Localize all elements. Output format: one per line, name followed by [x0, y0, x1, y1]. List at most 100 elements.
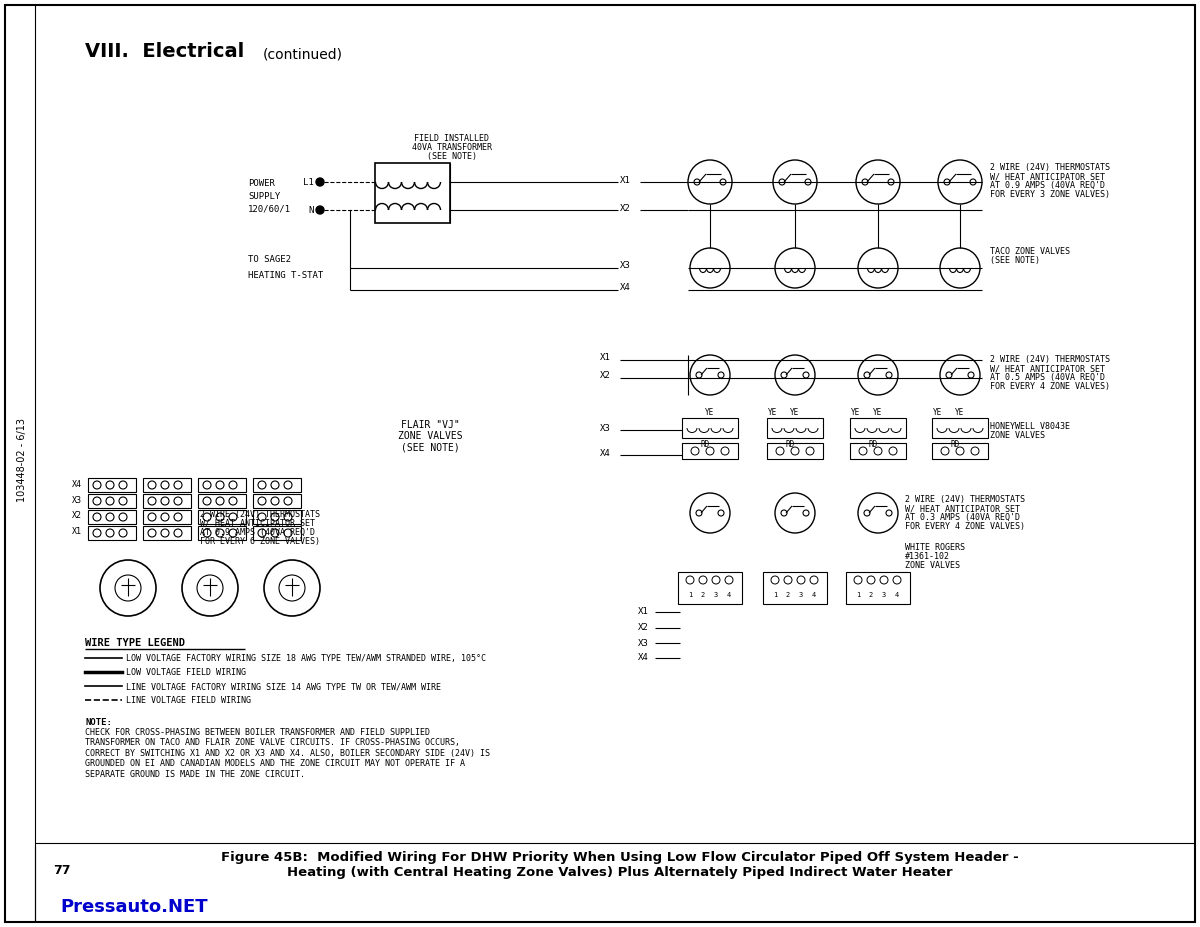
Text: TO SAGE2: TO SAGE2 [248, 256, 292, 264]
Bar [374, 163, 450, 223]
Text: W/ HEAT ANTICIPATOR SET: W/ HEAT ANTICIPATOR SET [990, 364, 1105, 373]
Circle shape [858, 248, 898, 288]
Text: HONEYWELL V8043E: HONEYWELL V8043E [990, 422, 1070, 431]
Circle shape [182, 560, 238, 616]
Text: YE: YE [791, 408, 799, 417]
Text: FOR EVERY 4 ZONE VALVES): FOR EVERY 4 ZONE VALVES) [990, 382, 1110, 391]
Text: HEATING T-STAT: HEATING T-STAT [248, 271, 323, 280]
Circle shape [946, 372, 952, 378]
Bar [682, 443, 738, 459]
Text: FOR EVERY 3 ZONE VALVES): FOR EVERY 3 ZONE VALVES) [990, 190, 1110, 199]
Circle shape [284, 529, 292, 537]
Circle shape [784, 576, 792, 584]
Circle shape [803, 372, 809, 378]
Text: 4: 4 [895, 592, 899, 598]
Circle shape [203, 513, 211, 521]
Circle shape [791, 447, 799, 455]
Text: (SEE NOTE): (SEE NOTE) [401, 442, 460, 452]
Bar [143, 494, 191, 508]
Text: X1: X1 [638, 607, 649, 616]
Circle shape [203, 481, 211, 489]
Circle shape [970, 179, 976, 185]
Circle shape [94, 497, 101, 505]
Circle shape [880, 576, 888, 584]
Circle shape [691, 447, 698, 455]
Text: AT 0.9 AMPS (40VA REQ'D: AT 0.9 AMPS (40VA REQ'D [200, 528, 314, 537]
Text: SUPPLY: SUPPLY [248, 192, 281, 200]
Circle shape [779, 179, 785, 185]
Text: X2: X2 [600, 371, 611, 379]
Circle shape [874, 447, 882, 455]
Text: LOW VOLTAGE FIELD WIRING: LOW VOLTAGE FIELD WIRING [126, 668, 246, 677]
Text: YE: YE [934, 408, 943, 417]
Circle shape [940, 355, 980, 395]
Text: FOR EVERY 6 ZONE VALVES): FOR EVERY 6 ZONE VALVES) [200, 537, 320, 546]
Circle shape [775, 248, 815, 288]
Bar [846, 572, 910, 604]
Text: W/ HEAT ANTICIPATOR SET: W/ HEAT ANTICIPATOR SET [990, 172, 1105, 181]
Circle shape [776, 447, 784, 455]
Bar [932, 418, 988, 438]
Text: ZONE VALVES: ZONE VALVES [905, 561, 960, 570]
Circle shape [956, 447, 964, 455]
Circle shape [773, 160, 817, 204]
Text: 2: 2 [786, 592, 790, 598]
Text: X4: X4 [620, 284, 631, 293]
Bar [253, 510, 301, 524]
Text: W/ HEAT ANTICIPATOR SET: W/ HEAT ANTICIPATOR SET [200, 519, 314, 528]
Circle shape [720, 179, 726, 185]
Text: RD: RD [785, 440, 794, 449]
Bar [143, 526, 191, 540]
Text: 2: 2 [869, 592, 874, 598]
Circle shape [806, 447, 814, 455]
Text: 120/60/1: 120/60/1 [248, 205, 292, 213]
Circle shape [725, 576, 733, 584]
Circle shape [271, 529, 278, 537]
Circle shape [856, 160, 900, 204]
Text: #1361-102: #1361-102 [905, 552, 950, 561]
Text: X1: X1 [600, 353, 611, 362]
Bar [143, 478, 191, 492]
Circle shape [115, 575, 142, 601]
Circle shape [721, 447, 730, 455]
Circle shape [271, 513, 278, 521]
Text: 3: 3 [882, 592, 886, 598]
Circle shape [284, 481, 292, 489]
Bar [253, 526, 301, 540]
Text: FOR EVERY 4 ZONE VALVES): FOR EVERY 4 ZONE VALVES) [905, 522, 1025, 531]
Circle shape [203, 497, 211, 505]
Bar [88, 478, 136, 492]
Text: 1: 1 [773, 592, 778, 598]
Circle shape [148, 497, 156, 505]
Circle shape [797, 576, 805, 584]
Text: 3: 3 [714, 592, 718, 598]
Text: 2 WIRE (24V) THERMOSTATS: 2 WIRE (24V) THERMOSTATS [200, 510, 320, 519]
Text: ZONE VALVES: ZONE VALVES [397, 431, 462, 441]
Circle shape [775, 355, 815, 395]
Text: X3: X3 [638, 639, 649, 647]
Bar [88, 510, 136, 524]
Bar [88, 526, 136, 540]
Text: WHITE ROGERS: WHITE ROGERS [905, 543, 965, 552]
Text: Heating (with Central Heating Zone Valves) Plus Alternately Piped Indirect Water: Heating (with Central Heating Zone Valve… [287, 866, 953, 879]
Text: X1: X1 [72, 527, 82, 537]
Bar [932, 443, 988, 459]
Circle shape [229, 497, 238, 505]
Text: 1: 1 [688, 592, 692, 598]
Text: (SEE NOTE): (SEE NOTE) [427, 152, 478, 161]
Text: RD: RD [950, 440, 960, 449]
Circle shape [161, 497, 169, 505]
Circle shape [686, 576, 694, 584]
Circle shape [694, 179, 700, 185]
Text: YE: YE [706, 408, 715, 417]
Circle shape [781, 372, 787, 378]
Circle shape [772, 576, 779, 584]
Text: 1: 1 [856, 592, 860, 598]
Circle shape [106, 513, 114, 521]
Circle shape [216, 481, 224, 489]
Text: YE: YE [955, 408, 965, 417]
Circle shape [278, 575, 305, 601]
Text: 77: 77 [53, 863, 71, 877]
Circle shape [864, 510, 870, 516]
Text: NOTE:: NOTE: [85, 718, 112, 727]
